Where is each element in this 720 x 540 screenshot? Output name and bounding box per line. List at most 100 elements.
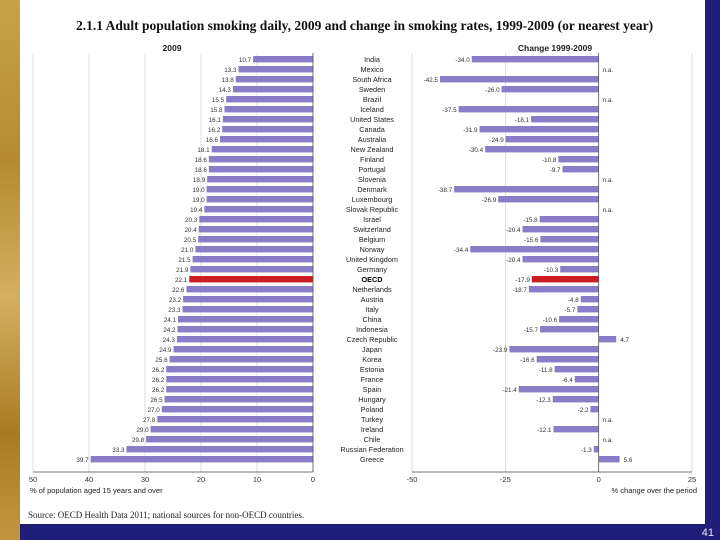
bar-2009 (220, 136, 313, 143)
category-label: Sweden (359, 85, 385, 94)
x-axis-title-change: % change over the period (612, 486, 697, 495)
data-label-change: -30.4 (469, 147, 484, 154)
category-label: New Zealand (351, 145, 394, 154)
data-label-2009: 27.8 (143, 417, 156, 424)
category-label: Italy (365, 305, 379, 314)
bar-2009 (182, 306, 313, 313)
data-label-2009: 26.2 (152, 377, 165, 384)
bar-change (440, 76, 599, 83)
data-label-change: -18.1 (515, 117, 530, 124)
bar-2009 (166, 376, 313, 383)
data-label-2009: 18.1 (197, 147, 210, 154)
data-label-2009: 21.9 (176, 267, 189, 274)
bar-2009 (222, 126, 313, 133)
category-label: Poland (361, 405, 384, 414)
data-label-2009: 18.6 (195, 167, 208, 174)
data-label-change: -6.4 (562, 377, 573, 384)
bar-2009 (253, 56, 313, 63)
decorative-right-strip (705, 0, 720, 540)
category-label: Czech Republic (346, 335, 397, 344)
data-label-change: -10.8 (542, 157, 557, 164)
bar-change (552, 396, 599, 403)
category-label: Finland (360, 155, 384, 164)
data-label-2009: 22.6 (172, 287, 185, 294)
bar-change (554, 366, 599, 373)
bar-2009 (161, 406, 313, 413)
bar-change (518, 386, 599, 393)
decorative-left-strip (0, 0, 20, 540)
left-panel-title: 2009 (163, 43, 182, 53)
bar-2009 (198, 226, 313, 233)
category-label: Denmark (357, 185, 387, 194)
data-label-2009: 21.0 (181, 247, 194, 254)
data-label-2009: 19.0 (192, 197, 205, 204)
data-label-2009: 24.2 (163, 327, 176, 334)
category-label: Mexico (360, 65, 383, 74)
data-label-change: -38.7 (438, 187, 453, 194)
bar-change (580, 296, 599, 303)
data-label-2009: 16.6 (206, 137, 219, 144)
data-label-change: -12.3 (536, 397, 551, 404)
category-label: Portugal (358, 165, 386, 174)
bar-2009 (206, 186, 313, 193)
bar-2009 (222, 116, 313, 123)
data-label-change: -20.4 (506, 227, 521, 234)
page-number: 41 (701, 527, 714, 539)
category-label: Germany (357, 265, 387, 274)
bar-change (540, 236, 599, 243)
bar-2009 (176, 336, 313, 343)
category-label: Russian Federation (340, 445, 403, 454)
data-label-2009: 26.5 (150, 397, 163, 404)
bar-2009 (173, 346, 313, 353)
bar-change (471, 56, 599, 63)
bar-2009 (166, 366, 313, 373)
data-label-2009: 15.5 (212, 97, 225, 104)
data-label-2009: 24.1 (164, 317, 177, 324)
tick-label-2009: 20 (197, 475, 205, 484)
bar-change (531, 276, 599, 283)
category-label: Belgium (359, 235, 385, 244)
data-label-2009: 20.3 (185, 217, 198, 224)
category-label: Switzerland (353, 225, 391, 234)
bar-2009 (208, 166, 313, 173)
data-label-2009: 22.1 (175, 277, 188, 284)
bar-2009 (208, 156, 313, 163)
bar-change (590, 406, 599, 413)
data-label-2009: 24.3 (163, 337, 176, 344)
data-label-change: -20.4 (506, 257, 521, 264)
data-label-2009: 13.8 (221, 77, 234, 84)
data-label-change: -17.9 (515, 277, 530, 284)
bar-change (454, 186, 599, 193)
bar-2009 (90, 456, 314, 463)
bar-2009 (207, 176, 313, 183)
data-label-change: -15.8 (523, 217, 538, 224)
data-label-change: n.a. (603, 437, 614, 444)
x-axis-title-2009: % of population aged 15 years and over (30, 486, 163, 495)
data-label-2009: 39.7 (76, 457, 89, 464)
data-label-2009: 29.0 (136, 427, 149, 434)
category-label: Estonia (360, 365, 385, 374)
category-label: Chile (364, 435, 381, 444)
category-label: Canada (359, 125, 386, 134)
source-note: Source: OECD Health Data 2011; national … (28, 510, 305, 520)
tick-label-2009: 40 (85, 475, 93, 484)
bar-2009 (126, 446, 314, 453)
bar-2009 (206, 196, 313, 203)
tick-label-2009: 0 (311, 475, 315, 484)
bar-change (598, 336, 617, 343)
data-label-2009: 16.2 (208, 127, 221, 134)
data-label-change: n.a. (603, 417, 614, 424)
bar-change (509, 346, 599, 353)
data-label-2009: 19.4 (190, 207, 203, 214)
category-label: Luxembourg (352, 195, 393, 204)
bar-change (562, 166, 599, 173)
category-label: India (364, 55, 381, 64)
bar-2009 (235, 76, 313, 83)
data-label-change: -10.6 (543, 317, 558, 324)
bar-2009 (204, 206, 313, 213)
bar-change (522, 256, 599, 263)
tick-label-change: -25 (500, 475, 511, 484)
data-label-change: -2.2 (578, 407, 589, 414)
data-label-change: -34.0 (455, 57, 470, 64)
data-label-2009: 19.0 (192, 187, 205, 194)
